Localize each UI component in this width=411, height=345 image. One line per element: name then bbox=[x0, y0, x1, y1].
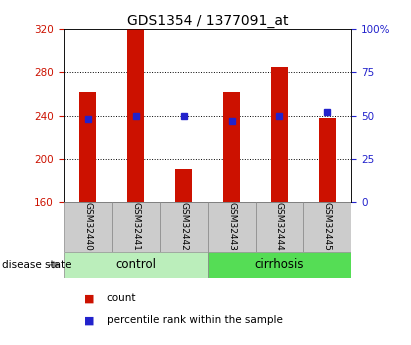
Bar bbox=[319, 118, 336, 202]
Text: GSM32441: GSM32441 bbox=[131, 203, 140, 251]
Text: GSM32444: GSM32444 bbox=[275, 203, 284, 251]
Bar bbox=[64, 252, 208, 278]
Text: control: control bbox=[115, 258, 156, 271]
Text: GSM32443: GSM32443 bbox=[227, 203, 236, 251]
Bar bbox=[159, 202, 208, 252]
Text: count: count bbox=[107, 294, 136, 303]
Bar bbox=[303, 202, 351, 252]
Bar bbox=[79, 92, 96, 202]
Text: ■: ■ bbox=[84, 315, 95, 325]
Bar bbox=[175, 169, 192, 202]
Bar bbox=[208, 252, 351, 278]
Bar bbox=[64, 202, 112, 252]
Bar bbox=[271, 67, 288, 202]
Bar bbox=[112, 202, 159, 252]
Text: disease state: disease state bbox=[2, 260, 72, 270]
Text: percentile rank within the sample: percentile rank within the sample bbox=[107, 315, 283, 325]
Title: GDS1354 / 1377091_at: GDS1354 / 1377091_at bbox=[127, 14, 288, 28]
Bar bbox=[127, 29, 144, 202]
Text: ■: ■ bbox=[84, 294, 95, 303]
Text: GSM32440: GSM32440 bbox=[83, 203, 92, 251]
Text: GSM32445: GSM32445 bbox=[323, 203, 332, 251]
Bar bbox=[223, 92, 240, 202]
Text: GSM32442: GSM32442 bbox=[179, 203, 188, 251]
Text: cirrhosis: cirrhosis bbox=[255, 258, 304, 271]
Bar bbox=[208, 202, 256, 252]
Bar bbox=[256, 202, 303, 252]
